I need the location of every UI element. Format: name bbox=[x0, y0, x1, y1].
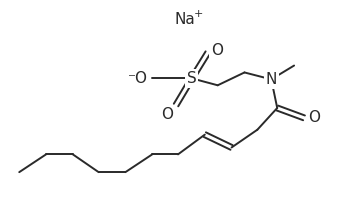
Text: Na: Na bbox=[175, 12, 195, 27]
Text: +: + bbox=[194, 9, 204, 19]
Text: ⁻O: ⁻O bbox=[128, 71, 148, 86]
Text: N: N bbox=[266, 72, 277, 87]
Text: S: S bbox=[187, 71, 197, 86]
Text: O: O bbox=[161, 107, 173, 122]
Text: O: O bbox=[308, 110, 320, 125]
Text: O: O bbox=[211, 43, 223, 58]
